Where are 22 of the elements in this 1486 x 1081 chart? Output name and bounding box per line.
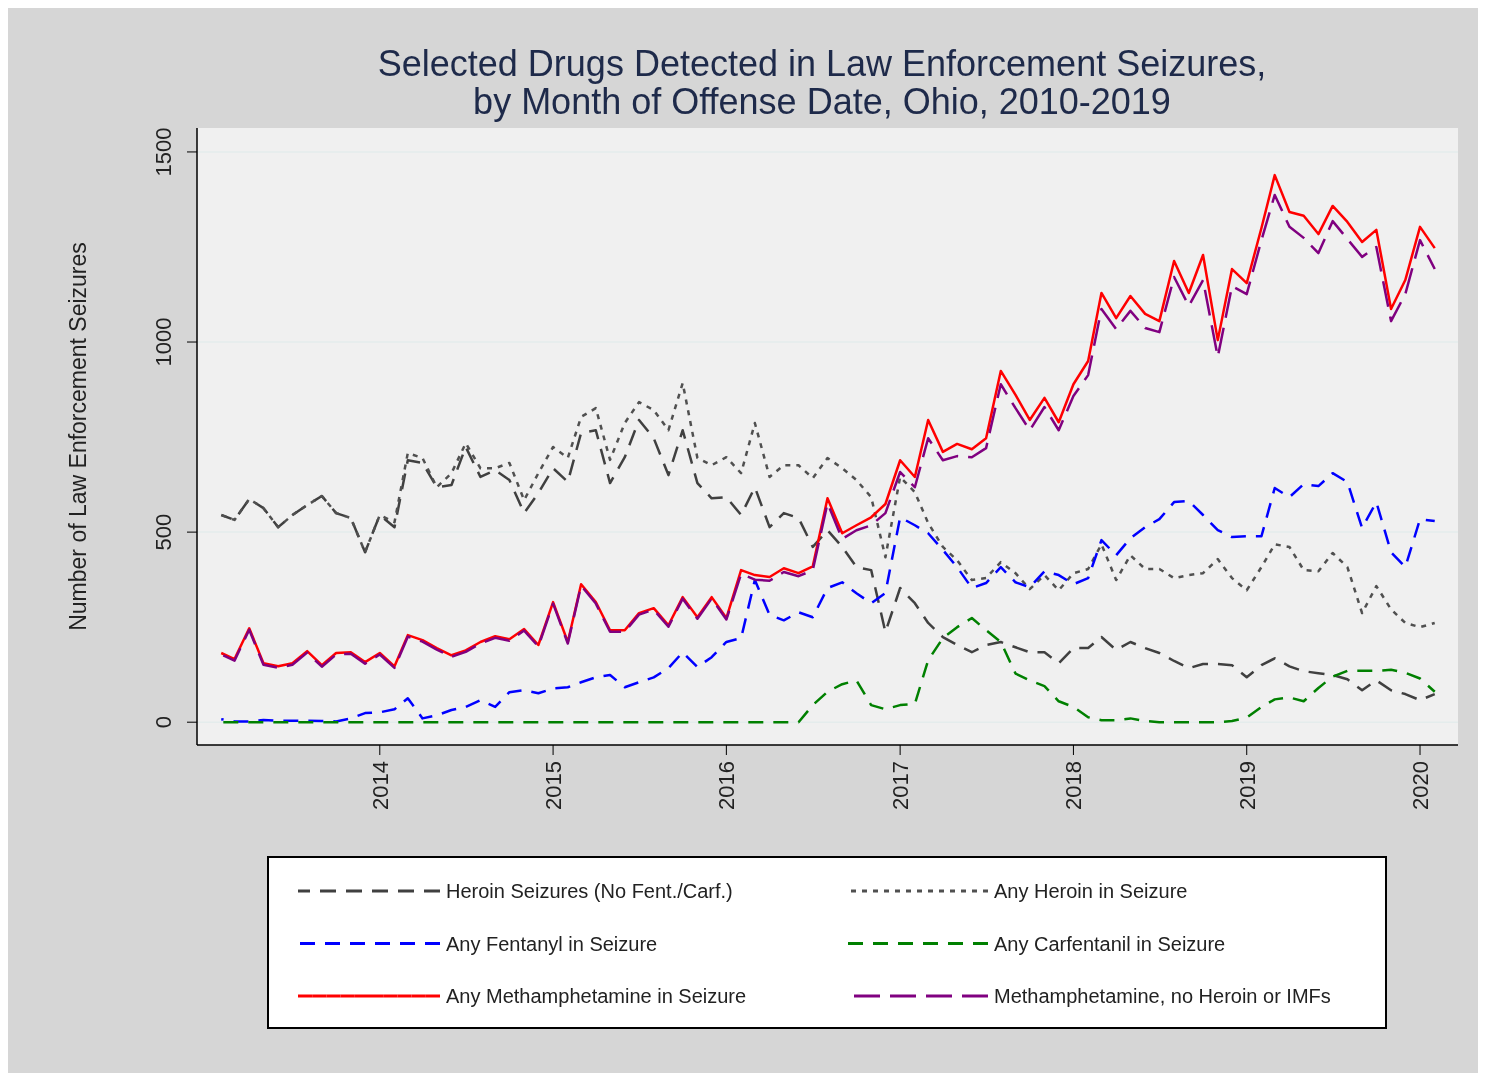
legend-label: Methamphetamine, no Heroin or IMFs [994,985,1331,1007]
x-tick-label: 2020 [1408,761,1434,810]
y-tick-label: 500 [151,513,176,551]
x-tick-label: 2017 [888,761,914,810]
x-tick-label: 2018 [1061,761,1087,810]
y-tick-label: 1000 [151,317,176,367]
chart-title: Selected Drugs Detected in Law Enforcement Seizures, by Month of Offense Date, Ohio, 2010-2019 [377,43,1267,122]
x-tick-label: 2016 [714,761,740,810]
y-axis-title: Number of Law Enforcement Seizures [65,242,91,631]
x-tick-label: 2019 [1234,761,1260,810]
line-series [219,418,1436,702]
legend-label: Any Fentanyl in Seizure [446,932,658,955]
y-tick-label: 1500 [151,127,176,177]
y-tick-label: 0 [151,716,176,729]
legend-label: Any Carfentanil in Seizure [994,932,1226,955]
line-series [219,471,1436,723]
legend-label: Any Methamphetamine in Seizure [446,985,747,1007]
legend-label: Any Heroin in Seizure [994,880,1188,902]
x-tick-label: 2014 [367,761,393,810]
legend-label: Heroin Seizures (No Fent./Carf.) [446,880,733,902]
x-tick-label: 2015 [541,761,567,810]
line-series [219,381,1436,629]
